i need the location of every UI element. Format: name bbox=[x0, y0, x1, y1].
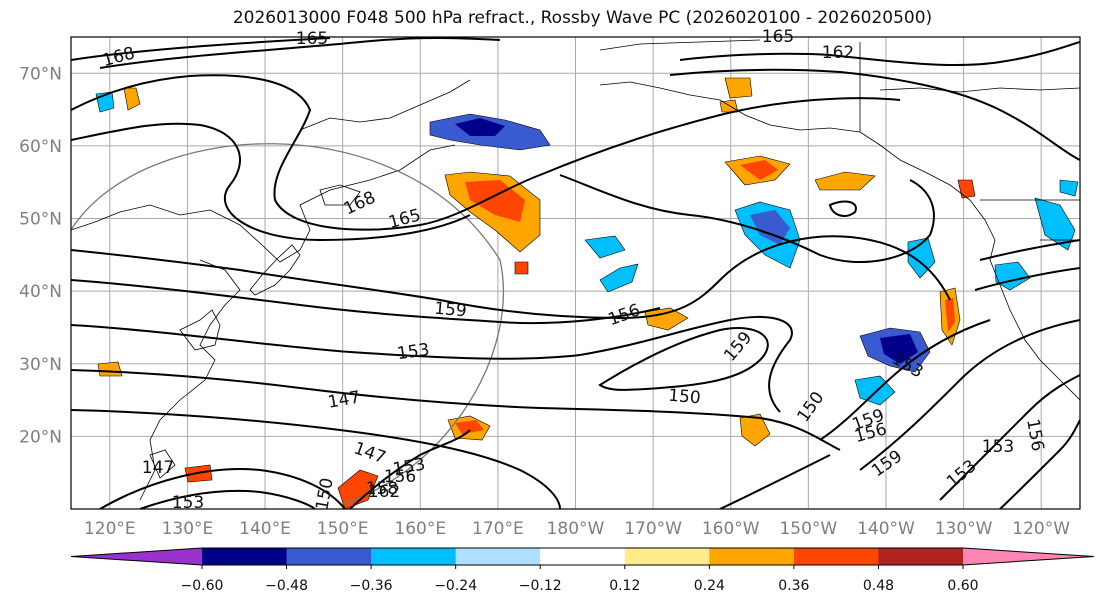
colorbar-extend-high bbox=[963, 548, 1094, 565]
colorbar-segment bbox=[878, 548, 964, 565]
height-contours bbox=[71, 37, 1080, 509]
contour-label: 162 bbox=[368, 482, 400, 502]
colorbar-tick-label: 0.24 bbox=[694, 578, 725, 594]
lon-tick-label: 140°E bbox=[239, 519, 291, 539]
colorbar-segment bbox=[624, 548, 710, 565]
colorbar-tick-label: −0.48 bbox=[265, 578, 308, 594]
lat-tick-label: 40°N bbox=[19, 282, 62, 302]
colorbar-segment bbox=[202, 548, 288, 565]
contour-label: 165 bbox=[296, 29, 328, 49]
colorbar-tick-label: −0.24 bbox=[434, 578, 477, 594]
contour-label: 153 bbox=[982, 437, 1014, 457]
lon-tick-label: 120°E bbox=[84, 519, 136, 539]
contour-label: 159 bbox=[433, 299, 467, 322]
chart-title: 2026013000 F048 500 hPa refract., Rossby… bbox=[232, 8, 933, 28]
lon-tick-label: 120°W bbox=[1012, 519, 1070, 539]
contour-label: 153 bbox=[396, 340, 431, 364]
lat-tick-label: 30°N bbox=[19, 355, 62, 375]
contour-label: 156 bbox=[384, 467, 416, 487]
lon-tick-label: 180°W bbox=[547, 519, 605, 539]
lon-tick-label: 130°W bbox=[935, 519, 993, 539]
shaded-anomalies bbox=[95, 77, 1079, 509]
lon-tick-label: 160°W bbox=[702, 519, 760, 539]
lon-tick-label: 150°E bbox=[317, 519, 369, 539]
colorbar-segment bbox=[793, 548, 879, 565]
lat-tick-label: 50°N bbox=[19, 210, 62, 230]
longitude-labels: 120°E 130°E 140°E 150°E 160°E 170°E 180°W 170°W… bbox=[84, 519, 1070, 539]
contour-label: 158 bbox=[366, 479, 398, 499]
contour-label: 147 bbox=[142, 458, 174, 478]
colorbar-tick-label: 0.12 bbox=[609, 578, 640, 594]
colorbar: −0.60 −0.48 −0.36 −0.24 −0.12 0.12 0.24 0.36 0.4… bbox=[70, 547, 1095, 594]
colorbar-tick-label: 0.36 bbox=[778, 578, 809, 594]
lon-tick-label: 170°W bbox=[624, 519, 682, 539]
colorbar-tick-label: −0.12 bbox=[519, 578, 562, 594]
coastlines bbox=[71, 39, 1080, 501]
colorbar-tick-label: 0.48 bbox=[863, 578, 894, 594]
colorbar-segment bbox=[709, 548, 795, 565]
graticule bbox=[71, 37, 1080, 509]
great-circle-path bbox=[71, 143, 505, 506]
lon-tick-label: 170°E bbox=[472, 519, 524, 539]
colorbar-tick-label: −0.36 bbox=[350, 578, 393, 594]
lon-tick-label: 130°E bbox=[162, 519, 214, 539]
lat-tick-label: 20°N bbox=[19, 427, 62, 447]
lat-tick-label: 60°N bbox=[19, 137, 62, 157]
lat-tick-label: 70°N bbox=[19, 64, 62, 84]
colorbar-tick-label: 0.60 bbox=[947, 578, 978, 594]
latitude-labels: 70°N 60°N 50°N 40°N 30°N 20°N bbox=[19, 64, 62, 447]
lon-tick-label: 150°W bbox=[779, 519, 837, 539]
contour-label: 150 bbox=[667, 386, 701, 409]
colorbar-extend-low bbox=[71, 548, 202, 565]
lon-tick-label: 140°W bbox=[857, 519, 915, 539]
colorbar-segment bbox=[371, 548, 457, 565]
contour-label: 153 bbox=[172, 493, 204, 513]
colorbar-segment bbox=[455, 548, 541, 565]
contour-label: 162 bbox=[822, 43, 854, 63]
colorbar-segment bbox=[286, 548, 372, 565]
map-frame bbox=[70, 36, 1081, 510]
colorbar-tick-label: −0.60 bbox=[181, 578, 224, 594]
colorbar-segment bbox=[540, 548, 626, 565]
lon-tick-label: 160°E bbox=[394, 519, 446, 539]
